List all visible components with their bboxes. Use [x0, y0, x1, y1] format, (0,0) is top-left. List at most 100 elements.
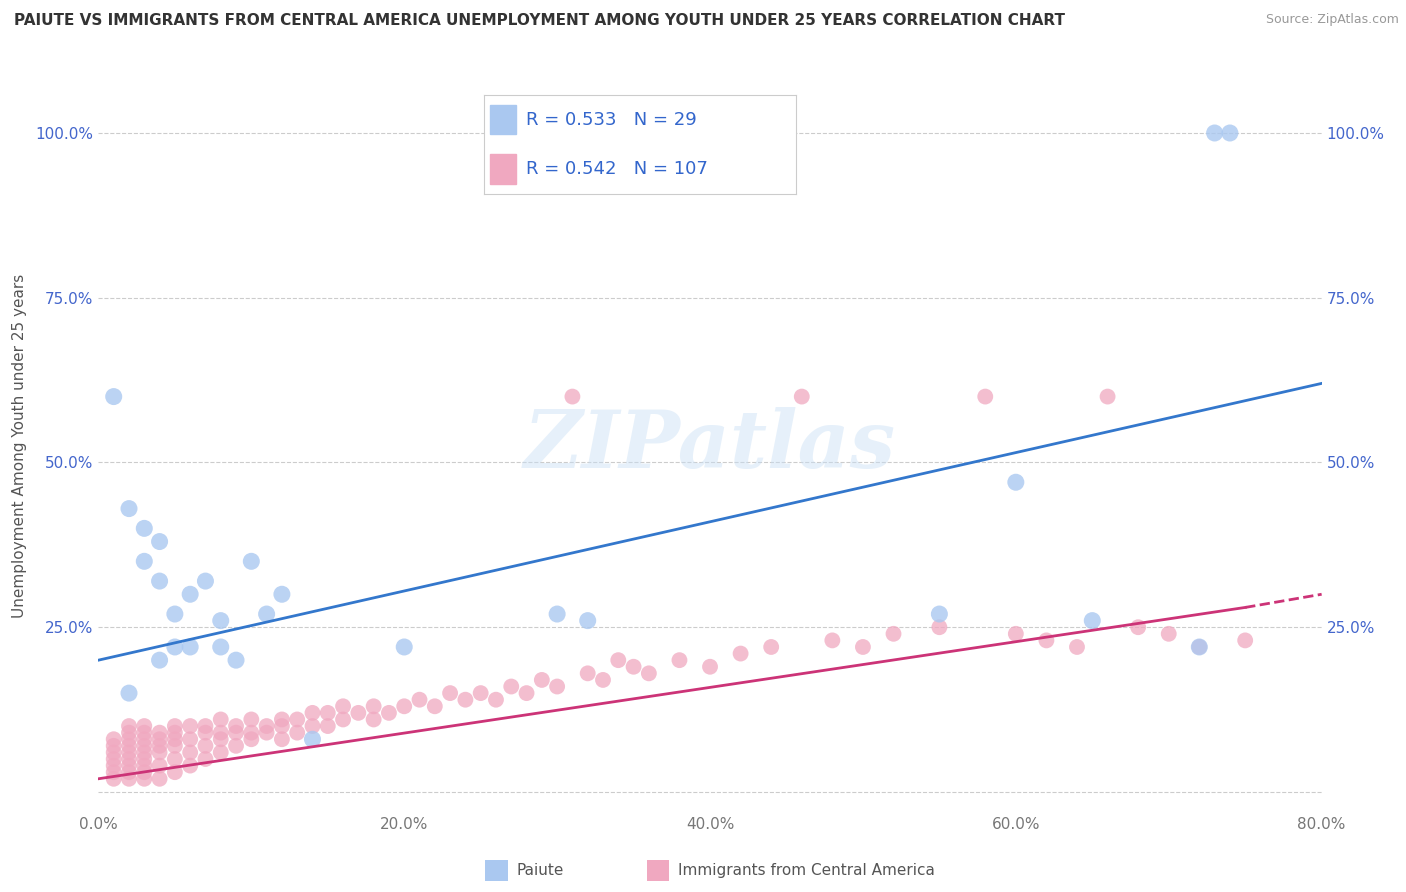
- Point: [301, 719, 323, 733]
- Point: [149, 732, 172, 747]
- Point: [118, 758, 141, 772]
- Point: [270, 713, 292, 727]
- Point: [194, 574, 217, 588]
- Point: [1234, 633, 1257, 648]
- Point: [163, 719, 186, 733]
- Point: [163, 607, 186, 621]
- Point: [134, 752, 156, 766]
- Point: [149, 758, 172, 772]
- Point: [974, 390, 997, 404]
- Point: [179, 587, 201, 601]
- Point: [256, 607, 278, 621]
- Point: [1066, 640, 1088, 654]
- Point: [179, 758, 201, 772]
- Point: [179, 746, 201, 760]
- Point: [149, 739, 172, 753]
- Point: [163, 739, 186, 753]
- Point: [134, 719, 156, 733]
- Point: [316, 706, 339, 720]
- Point: [378, 706, 401, 720]
- Point: [149, 725, 172, 739]
- Point: [454, 692, 477, 706]
- Point: [163, 765, 186, 780]
- Point: [1128, 620, 1150, 634]
- Point: [179, 719, 201, 733]
- Point: [194, 725, 217, 739]
- Point: [607, 653, 630, 667]
- Point: [103, 390, 125, 404]
- Point: [730, 647, 752, 661]
- Point: [1188, 640, 1211, 654]
- Point: [103, 772, 125, 786]
- Point: [852, 640, 875, 654]
- Point: [668, 653, 690, 667]
- Point: [332, 713, 354, 727]
- Point: [561, 390, 583, 404]
- Point: [163, 752, 186, 766]
- Point: [118, 719, 141, 733]
- Point: [118, 746, 141, 760]
- Point: [928, 607, 950, 621]
- Point: [118, 752, 141, 766]
- Point: [103, 765, 125, 780]
- Point: [392, 699, 416, 714]
- Point: [118, 732, 141, 747]
- Point: [392, 640, 416, 654]
- Point: [637, 666, 661, 681]
- Point: [149, 746, 172, 760]
- Point: [225, 653, 247, 667]
- Point: [576, 614, 599, 628]
- Point: [149, 534, 172, 549]
- Point: [134, 739, 156, 753]
- Point: [134, 725, 156, 739]
- Point: [256, 725, 278, 739]
- Point: [134, 746, 156, 760]
- Point: [301, 706, 323, 720]
- Point: [485, 692, 508, 706]
- Point: [928, 620, 950, 634]
- Point: [179, 732, 201, 747]
- Point: [163, 640, 186, 654]
- Point: [225, 725, 247, 739]
- Point: [1188, 640, 1211, 654]
- Point: [163, 732, 186, 747]
- Point: [240, 554, 263, 568]
- Point: [134, 554, 156, 568]
- Point: [134, 765, 156, 780]
- Point: [149, 574, 172, 588]
- Point: [209, 725, 232, 739]
- Point: [194, 752, 217, 766]
- Point: [592, 673, 614, 687]
- Point: [194, 719, 217, 733]
- Point: [225, 719, 247, 733]
- Point: [118, 772, 141, 786]
- Point: [209, 640, 232, 654]
- Text: PAIUTE VS IMMIGRANTS FROM CENTRAL AMERICA UNEMPLOYMENT AMONG YOUTH UNDER 25 YEAR: PAIUTE VS IMMIGRANTS FROM CENTRAL AMERIC…: [14, 13, 1066, 29]
- Point: [546, 607, 568, 621]
- Point: [316, 719, 339, 733]
- Text: Paiute: Paiute: [516, 863, 564, 878]
- Point: [103, 758, 125, 772]
- Point: [118, 739, 141, 753]
- Point: [363, 713, 385, 727]
- Point: [103, 732, 125, 747]
- Point: [363, 699, 385, 714]
- Point: [821, 633, 844, 648]
- Point: [790, 390, 813, 404]
- Point: [118, 765, 141, 780]
- Point: [301, 732, 323, 747]
- Point: [347, 706, 370, 720]
- Point: [240, 713, 263, 727]
- Point: [118, 501, 141, 516]
- Point: [270, 587, 292, 601]
- Text: Immigrants from Central America: Immigrants from Central America: [678, 863, 935, 878]
- Point: [408, 692, 430, 706]
- Point: [759, 640, 782, 654]
- Point: [270, 719, 292, 733]
- Point: [1219, 126, 1241, 140]
- Point: [1097, 390, 1119, 404]
- Point: [118, 725, 141, 739]
- Point: [209, 732, 232, 747]
- Point: [516, 686, 538, 700]
- Point: [270, 732, 292, 747]
